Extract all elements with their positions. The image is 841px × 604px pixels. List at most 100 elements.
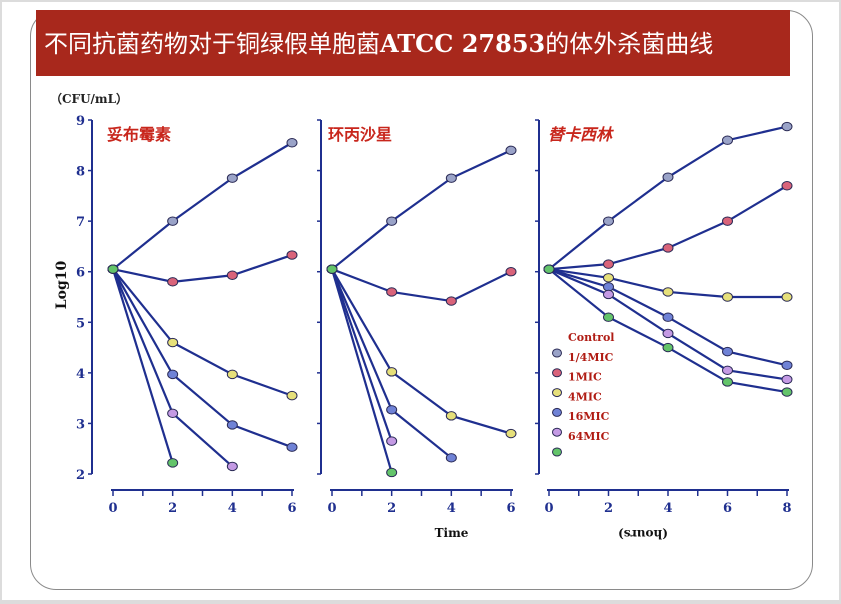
data-point-16mic [386, 436, 398, 446]
data-point-64mic [722, 377, 733, 387]
legend-label: Control [568, 331, 614, 344]
y-unit-label: （CFU/mL） [50, 91, 128, 106]
y-tick-label: 2 [76, 468, 85, 483]
data-point-control [167, 216, 179, 226]
data-point-16mic [722, 365, 733, 376]
series-line-control [331, 149, 512, 271]
data-point-64mic [107, 264, 119, 274]
y-tick-label: 4 [76, 367, 85, 382]
data-point-4mic [722, 346, 733, 357]
series-line-1mic [331, 268, 512, 435]
x-tick-label: 4 [228, 501, 237, 516]
data-point-1mic [445, 411, 457, 421]
title-bar: 不同抗菌药物对于铜绿假单胞菌ATCC 27853的体外杀菌曲线 [36, 10, 790, 76]
data-point-1mic [603, 273, 614, 283]
data-point-4mic [286, 442, 298, 452]
x-tick-label: 0 [327, 501, 336, 516]
data-point-64mic [386, 467, 398, 478]
x-tick-label: 2 [387, 501, 396, 516]
legend-label: 16MIC [568, 410, 610, 423]
x-tick-label: 0 [108, 501, 117, 516]
series-line-64mic [330, 268, 393, 473]
data-point-1-4mic [226, 270, 238, 280]
data-point-4mic [386, 405, 398, 415]
x-axis-label-1: Time [435, 526, 469, 540]
y-axis-label: Log10 [54, 261, 70, 310]
data-point-1-4mic [386, 287, 398, 297]
data-point-64mic [603, 312, 614, 322]
data-point-1mic [781, 292, 793, 302]
x-tick-label: 6 [723, 501, 732, 516]
series-line-1-4mic [112, 253, 293, 283]
legend-label: 64MIC [568, 430, 610, 443]
legend-marker [552, 348, 562, 358]
data-point-1-4mic [445, 296, 457, 306]
x-tick-label: 4 [447, 501, 456, 516]
data-point-control [603, 216, 614, 226]
data-point-64mic [781, 387, 793, 397]
x-tick-label: 6 [287, 501, 296, 516]
data-point-16mic [781, 374, 793, 385]
y-tick-label: 5 [76, 316, 85, 331]
panel-title-1: 环丙沙星 [328, 125, 392, 144]
data-point-1-4mic [286, 250, 298, 260]
data-point-1mic [386, 367, 398, 377]
legend-marker [552, 427, 562, 437]
legend-marker [552, 447, 562, 457]
data-point-64mic [662, 342, 674, 353]
data-point-16mic [226, 461, 238, 472]
data-point-1-4mic [505, 267, 517, 277]
data-point-1-4mic [603, 259, 614, 269]
data-point-control [781, 121, 793, 132]
series-line-control [112, 141, 293, 271]
legend-label: 1/4MIC [568, 351, 614, 364]
x-tick-label: 6 [506, 501, 515, 516]
data-point-1mic [226, 369, 238, 380]
data-point-control [286, 138, 298, 148]
data-point-64mic [167, 458, 179, 468]
series-line-1-4mic [331, 268, 512, 303]
data-point-16mic [662, 328, 674, 339]
data-point-16mic [603, 289, 614, 300]
data-point-control [386, 216, 398, 226]
data-point-control [505, 145, 517, 156]
data-point-control [662, 172, 674, 182]
panel-title-2: 替卡西林 [548, 125, 614, 144]
data-point-1mic [167, 337, 179, 348]
data-point-1mic [505, 428, 517, 439]
data-point-1-4mic [662, 243, 674, 253]
data-point-64mic [543, 264, 555, 274]
data-point-1-4mic [167, 277, 179, 287]
legend-marker [552, 368, 562, 378]
data-point-control [226, 173, 238, 183]
data-point-64mic [326, 264, 338, 274]
y-tick-label: 3 [76, 417, 85, 432]
panel-title-0: 妥布霉素 [107, 125, 171, 144]
legend-marker [552, 388, 562, 398]
series-line-1mic [112, 268, 293, 397]
x-tick-label: 8 [782, 501, 791, 516]
data-point-4mic [445, 453, 457, 463]
y-tick-label: 6 [76, 266, 85, 281]
y-tick-label: 8 [76, 165, 85, 180]
series-line-16mic [330, 268, 393, 442]
legend-label: 1MIC [568, 371, 602, 384]
data-point-control [722, 135, 733, 145]
data-point-control [445, 173, 457, 183]
data-point-1-4mic [781, 181, 793, 191]
series-line-4mic [112, 268, 293, 449]
data-point-4mic [781, 360, 793, 370]
data-point-4mic [226, 420, 238, 430]
x-tick-label: 0 [544, 501, 553, 516]
data-point-4mic [662, 312, 674, 322]
data-point-1mic [722, 292, 733, 302]
y-tick-label: 7 [76, 215, 85, 230]
x-axis-label-2: (hours) [618, 527, 668, 541]
x-tick-label: 2 [604, 501, 613, 516]
x-tick-label: 4 [663, 501, 672, 516]
data-point-16mic [167, 408, 179, 419]
data-point-1mic [662, 287, 674, 297]
title-prefix: 不同抗菌药物对于铜绿假单胞菌 [44, 30, 380, 58]
data-point-1-4mic [722, 216, 733, 226]
